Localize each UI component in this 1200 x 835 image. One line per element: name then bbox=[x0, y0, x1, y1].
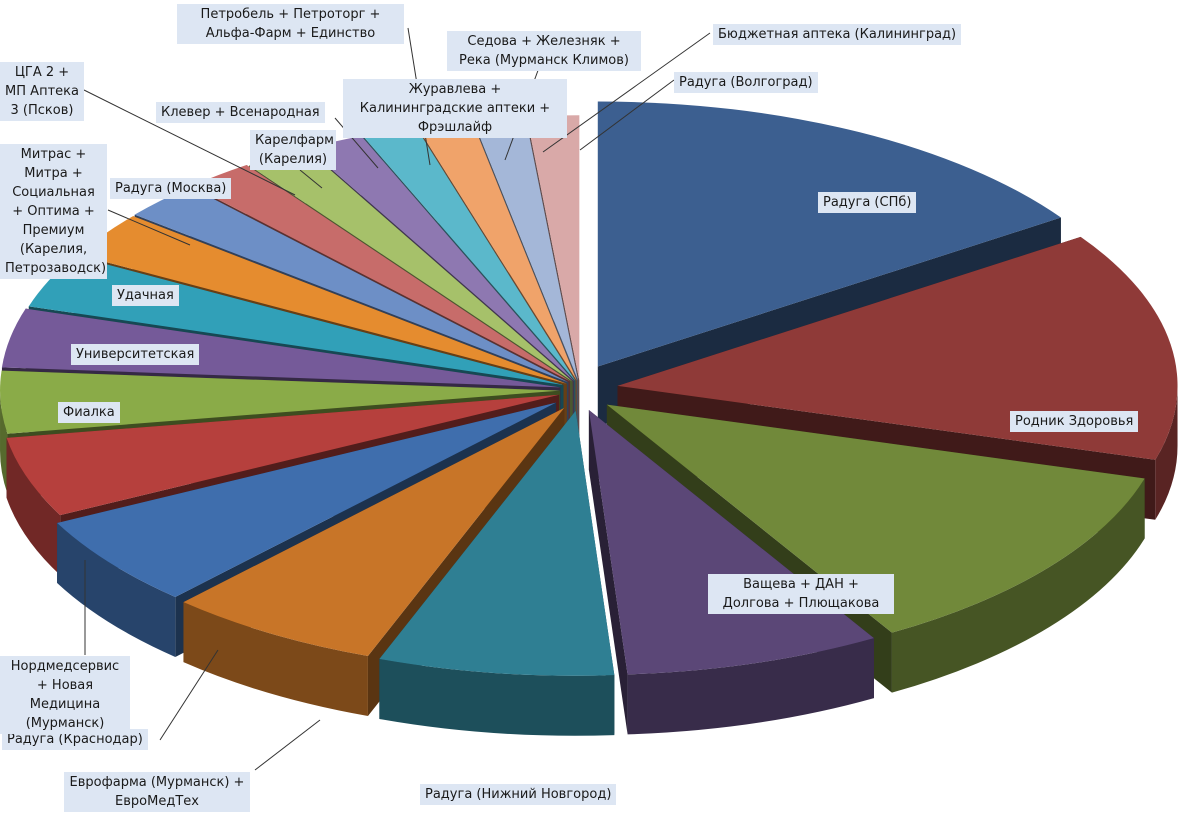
slice-6-outer-wall bbox=[57, 522, 176, 657]
label-sedova: Седова + Железняк + Река (Мурманск Климо… bbox=[447, 31, 641, 71]
slice-0-top bbox=[597, 101, 1061, 367]
slice-18-top bbox=[473, 116, 579, 381]
slice-5-top bbox=[183, 407, 565, 657]
label-udachnaya: Удачная bbox=[112, 285, 179, 306]
label-karelfarm: Карелфарм (Карелия) bbox=[250, 130, 336, 170]
slice-3-outer-wall bbox=[627, 638, 874, 735]
leader-line-8 bbox=[542, 32, 711, 153]
label-raduga-spb: Радуга (СПб) bbox=[818, 192, 917, 213]
label-nordmedservis: Нордмедсервис + Новая Медицина (Мурманск… bbox=[0, 656, 130, 734]
leader-line-10 bbox=[299, 169, 323, 189]
slice-2-outer-wall bbox=[891, 478, 1145, 693]
slice-14-top bbox=[249, 148, 573, 382]
label-raduga-moskva: Радуга (Москва) bbox=[110, 178, 232, 199]
slice-15-top bbox=[307, 136, 574, 382]
slice-7-top bbox=[6, 394, 560, 516]
label-rodnik-zdorovya: Родник Здоровья bbox=[1010, 411, 1139, 432]
label-raduga-nn: Радуга (Нижний Новгород) bbox=[420, 784, 617, 805]
label-byudzhetnaya: Бюджетная аптека (Калининград) bbox=[713, 24, 962, 45]
label-raduga-volgograd: Радуга (Волгоград) bbox=[674, 72, 818, 93]
label-vashcheva: Ващева + ДАН + Долгова + Плющакова bbox=[708, 574, 894, 614]
label-mitras: Митрас + Митра + Социальная + Оптима + П… bbox=[0, 144, 107, 279]
leader-line-9 bbox=[579, 79, 675, 151]
slice-6-top bbox=[57, 402, 557, 597]
slice-17-top bbox=[417, 120, 577, 381]
slice-13-top bbox=[191, 164, 570, 382]
leader-line-5 bbox=[334, 117, 379, 169]
label-universitetskaya: Университетская bbox=[71, 344, 200, 365]
leader-line-0 bbox=[159, 649, 219, 741]
slice-16-top bbox=[362, 126, 576, 381]
slice-4-outer-wall bbox=[379, 658, 615, 736]
slice-9-top bbox=[1, 308, 561, 388]
slice-4-top bbox=[379, 410, 615, 676]
label-fialka: Фиалка bbox=[58, 402, 120, 423]
slice-1-top bbox=[617, 236, 1178, 460]
label-tsga: ЦГА 2 + МП Аптека 3 (Псков) bbox=[0, 62, 84, 121]
label-raduga-krasnodar: Радуга (Краснодар) bbox=[2, 729, 148, 750]
slice-8-top bbox=[0, 370, 561, 434]
leader-line-3 bbox=[107, 209, 191, 246]
slice-7-outer-wall bbox=[6, 437, 61, 576]
label-evrofarma: Еврофарма (Мурманск) + ЕвроМедТех bbox=[64, 772, 250, 812]
slice-19-top bbox=[526, 115, 580, 381]
label-petrobel: Петробель + Петроторг + Альфа-Фарм + Еди… bbox=[177, 4, 404, 44]
slice-1-outer-wall bbox=[1155, 385, 1178, 520]
slice-12-top bbox=[134, 186, 569, 383]
slice-2-top bbox=[606, 404, 1145, 633]
leader-line-4 bbox=[83, 89, 296, 196]
slice-3-wall-1 bbox=[588, 410, 628, 735]
slice-5-outer-wall bbox=[183, 602, 368, 717]
leader-line-2 bbox=[254, 719, 321, 771]
slice-8-outer-wall bbox=[0, 390, 8, 494]
label-zhuravleva: Журавлева + Калининградские аптеки + Фрэ… bbox=[343, 79, 567, 138]
slice-tops bbox=[0, 101, 1178, 676]
slice-11-top bbox=[77, 216, 567, 384]
label-klever: Клевер + Всенародная bbox=[156, 102, 325, 123]
